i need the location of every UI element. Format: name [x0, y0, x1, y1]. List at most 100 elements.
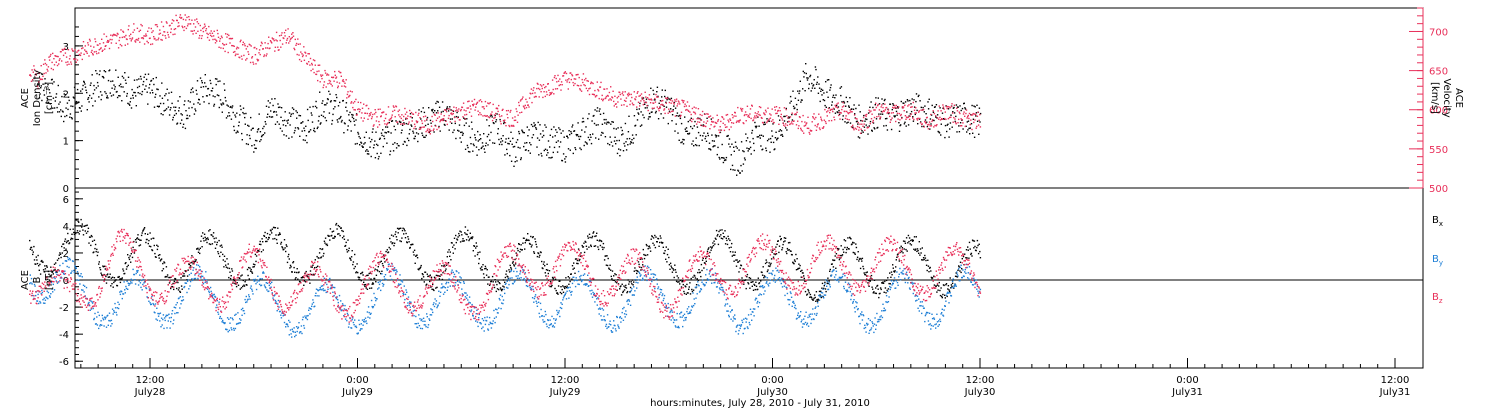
top-data-point — [251, 57, 253, 59]
top-data-point — [846, 122, 848, 124]
bottom-data-point — [916, 248, 919, 250]
bottom-data-point — [800, 276, 802, 278]
bottom-data-point — [861, 257, 864, 260]
top-data-point — [196, 80, 199, 82]
bottom-data-point — [266, 240, 268, 243]
top-data-point — [702, 125, 704, 127]
bottom-data-point — [29, 248, 31, 250]
top-data-point — [144, 35, 146, 37]
top-data-point — [871, 113, 873, 115]
bottom-data-point — [728, 247, 730, 249]
top-data-point — [590, 136, 592, 138]
bottom-data-point — [436, 286, 438, 289]
top-data-point — [169, 109, 171, 111]
top-data-point — [406, 137, 409, 140]
bottom-data-point — [495, 281, 497, 283]
top-data-point — [565, 156, 567, 158]
bottom-data-point — [81, 226, 83, 228]
bottom-data-point — [780, 238, 782, 240]
top-data-point — [165, 108, 168, 110]
top-data-point — [697, 131, 700, 134]
top-data-point — [675, 98, 678, 100]
top-data-point — [369, 141, 372, 143]
top-data-point — [256, 140, 258, 142]
top-data-point — [959, 122, 962, 124]
top-data-point — [202, 30, 205, 33]
bottom-data-point — [627, 279, 629, 281]
top-data-point — [598, 110, 600, 112]
bottom-data-point — [829, 270, 831, 272]
bottom-data-point — [878, 296, 880, 299]
top-data-point — [398, 114, 400, 116]
top-data-point — [647, 118, 650, 120]
bottom-data-point — [645, 243, 648, 246]
top-data-point — [773, 121, 775, 124]
bottom-data-point — [550, 280, 552, 283]
top-data-point — [341, 85, 343, 87]
top-data-point — [928, 123, 930, 126]
top-data-point — [825, 81, 827, 83]
top-data-point — [648, 94, 651, 96]
top-data-point — [360, 142, 363, 144]
top-data-point — [771, 108, 773, 110]
top-data-point — [978, 107, 981, 109]
bottom-data-point — [41, 291, 44, 294]
top-data-point — [792, 123, 794, 125]
top-data-point — [746, 105, 749, 107]
top-data-point — [862, 131, 864, 133]
bottom-data-point — [675, 271, 677, 273]
top-data-point — [62, 49, 64, 51]
top-data-point — [667, 112, 669, 114]
top-data-point — [869, 120, 872, 123]
top-data-point — [142, 37, 145, 40]
bottom-data-point — [928, 267, 931, 269]
bottom-data-point — [141, 232, 143, 234]
bottom-data-point — [450, 259, 452, 261]
top-data-point — [117, 33, 119, 35]
bottom-data-point — [281, 247, 284, 249]
top-data-point — [319, 91, 321, 93]
top-data-point — [231, 37, 234, 40]
top-data-point — [440, 113, 442, 115]
bottom-data-point — [260, 251, 263, 253]
top-data-point — [56, 64, 59, 67]
top-data-point — [83, 80, 85, 83]
top-data-point — [945, 105, 948, 108]
top-data-point — [976, 115, 979, 117]
bottom-data-point — [271, 232, 273, 234]
bottom-data-point — [155, 256, 157, 258]
bottom-data-point — [390, 241, 392, 243]
top-data-point — [377, 144, 379, 147]
top-data-point — [358, 111, 361, 113]
bottom-data-point — [959, 261, 962, 263]
bottom-data-point — [544, 272, 546, 274]
top-data-point — [71, 118, 73, 120]
top-data-point — [50, 67, 53, 70]
bottom-data-point — [979, 250, 981, 253]
top-data-point — [828, 120, 830, 122]
top-data-point — [213, 105, 215, 107]
top-data-point — [806, 79, 809, 81]
top-data-point — [467, 146, 469, 149]
top-data-point — [869, 122, 871, 125]
top-data-point — [320, 74, 322, 76]
top-data-point — [125, 82, 127, 84]
top-data-point — [209, 34, 212, 37]
bottom-data-point — [734, 251, 736, 253]
top-data-point — [478, 149, 480, 151]
top-data-point — [725, 156, 728, 159]
top-data-point — [961, 119, 963, 121]
top-data-point — [641, 124, 643, 126]
top-data-point — [42, 63, 45, 65]
top-data-point — [608, 91, 611, 94]
bottom-data-point — [670, 265, 672, 267]
bottom-data-point — [315, 266, 318, 269]
top-data-point — [765, 147, 767, 149]
top-data-point — [847, 112, 850, 115]
top-data-point — [879, 116, 882, 118]
top-data-point — [464, 118, 467, 120]
top-data-point — [103, 77, 105, 79]
top-data-point — [67, 108, 69, 111]
top-data-point — [896, 107, 898, 109]
bottom-data-point — [894, 270, 896, 272]
